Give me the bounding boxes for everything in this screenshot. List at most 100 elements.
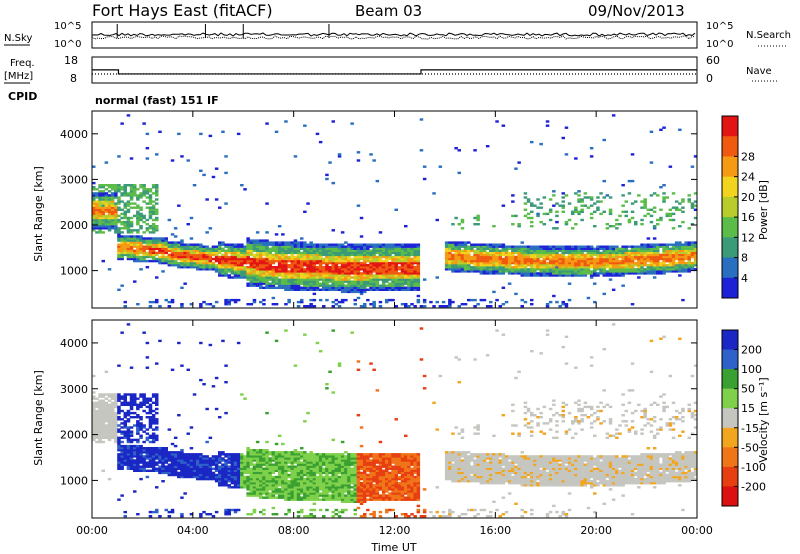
power-echo-cell — [693, 208, 698, 211]
velocity-echo-cell — [224, 477, 228, 481]
power-echo-cell — [259, 253, 263, 257]
power-echo-cell — [347, 276, 351, 279]
power-echo-cell — [511, 253, 515, 257]
power-echo-cell — [306, 264, 310, 267]
power-echo-cell — [489, 305, 493, 308]
power-echo-cell — [151, 257, 156, 261]
velocity-echo-cell — [139, 393, 143, 396]
power-echo-cell — [363, 305, 367, 308]
power-echo-cell — [189, 237, 194, 240]
velocity-echo-cell — [117, 411, 121, 415]
power-echo-cell — [637, 253, 641, 257]
velocity-echo-cell — [120, 459, 124, 462]
power-echo-cell — [110, 192, 115, 195]
velocity-echo-cell — [262, 457, 266, 460]
velocity-echo-cell — [155, 422, 159, 425]
power-echo-cell — [624, 200, 628, 203]
power-echo-cell — [202, 264, 206, 267]
power-echo-cell — [586, 270, 591, 273]
power-echo-cell — [536, 212, 540, 216]
power-echo-cell — [98, 184, 102, 187]
velocity-echo-cell — [214, 461, 219, 464]
power-echo-cell — [400, 276, 405, 279]
velocity-echo-cell — [123, 447, 127, 450]
power-echo-cell — [92, 216, 96, 220]
power-echo-cell — [151, 212, 156, 216]
power-echo-cell — [126, 223, 131, 226]
power-echo-cell — [416, 249, 421, 252]
power-echo-cell — [155, 298, 159, 302]
power-echo-cell — [265, 278, 269, 281]
velocity-echo-cell — [265, 492, 269, 495]
power-echo-cell — [337, 286, 342, 289]
power-echo-cell — [268, 255, 272, 259]
power-echo-cell — [526, 261, 531, 265]
power-echo-cell — [274, 251, 279, 255]
power-echo-cell — [624, 261, 628, 265]
velocity-echo-cell — [255, 484, 260, 487]
power-echo-cell — [120, 255, 124, 259]
velocity-echo-cell — [123, 432, 127, 435]
power-echo-cell — [274, 233, 279, 236]
velocity-echo-cell — [189, 447, 194, 450]
power-echo-cell — [114, 229, 118, 232]
power-echo-cell — [530, 303, 534, 306]
velocity-echo-cell — [145, 356, 150, 359]
velocity-echo-cell — [240, 463, 244, 466]
colorbar-swatch — [722, 156, 738, 178]
power-echo-cell — [259, 255, 263, 259]
power-echo-cell — [344, 264, 348, 267]
power-echo-cell — [331, 268, 335, 271]
power-echo-cell — [530, 204, 534, 207]
power-echo-cell — [605, 251, 610, 255]
power-echo-cell — [202, 247, 206, 250]
power-echo-cell — [334, 276, 339, 279]
power-echo-cell — [293, 251, 298, 255]
power-echo-cell — [293, 255, 298, 259]
power-echo-cell — [246, 255, 250, 259]
power-echo-cell — [397, 274, 402, 277]
power-echo-cell — [129, 253, 134, 257]
power-echo-cell — [98, 231, 102, 234]
power-echo-cell — [693, 257, 698, 261]
power-echo-cell — [482, 268, 487, 271]
power-echo-cell — [545, 245, 550, 248]
power-echo-cell — [167, 300, 172, 304]
power-echo-cell — [359, 292, 364, 296]
power-echo-cell — [303, 241, 307, 244]
power-echo-cell — [170, 300, 175, 304]
velocity-echo-cell — [236, 461, 241, 464]
velocity-echo-cell — [249, 471, 254, 475]
power-echo-cell — [123, 237, 127, 240]
power-echo-cell — [214, 198, 219, 201]
power-echo-cell — [243, 188, 247, 191]
power-echo-cell — [662, 249, 666, 252]
power-echo-cell — [107, 218, 112, 222]
power-echo-cell — [129, 192, 134, 195]
velocity-echo-cell — [120, 436, 124, 439]
velocity-echo-cell — [196, 473, 200, 477]
power-echo-cell — [246, 257, 250, 261]
velocity-echo-cell — [148, 440, 153, 444]
power-echo-cell — [129, 251, 134, 255]
power-echo-cell — [593, 268, 597, 271]
power-echo-cell — [246, 270, 250, 273]
power-echo-cell — [328, 270, 332, 273]
power-echo-cell — [255, 268, 260, 271]
power-echo-cell — [517, 270, 521, 273]
velocity-echo-cell — [236, 477, 241, 481]
power-echo-cell — [293, 247, 298, 250]
power-echo-cell — [117, 229, 121, 232]
velocity-echo-cell — [98, 401, 102, 404]
velocity-echo-cell — [259, 465, 263, 468]
power-echo-cell — [385, 268, 389, 271]
power-echo-cell — [385, 243, 389, 246]
power-echo-cell — [145, 229, 150, 232]
power-echo-cell — [656, 268, 660, 271]
power-echo-cell — [126, 243, 131, 246]
power-echo-cell — [211, 266, 216, 269]
velocity-echo-cell — [142, 397, 146, 400]
power-echo-cell — [375, 259, 380, 263]
power-echo-cell — [523, 257, 528, 261]
velocity-echo-cell — [268, 492, 272, 495]
